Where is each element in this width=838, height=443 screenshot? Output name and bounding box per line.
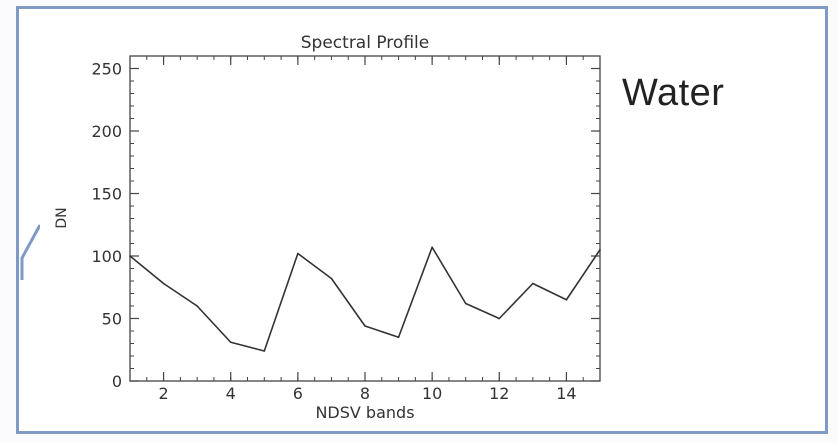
data-point	[162, 282, 165, 285]
x-tick-label: 2	[158, 384, 168, 403]
data-point	[565, 298, 568, 301]
y-tick-label: 0	[112, 372, 122, 391]
y-tick-label: 100	[91, 247, 122, 266]
data-point	[263, 350, 266, 352]
y-tick-label: 250	[91, 60, 122, 79]
data-point	[599, 248, 601, 251]
x-tick-label: 6	[293, 384, 303, 403]
data-point	[364, 325, 366, 327]
data-point	[330, 277, 333, 280]
data-point	[196, 305, 198, 307]
x-axis-label: NDSV bands	[315, 403, 414, 422]
x-tick-label: 8	[360, 384, 370, 403]
data-point	[532, 282, 534, 285]
y-axis-label: DN	[54, 207, 70, 228]
data-point	[464, 302, 467, 305]
data-point	[498, 317, 501, 320]
chart-title: Spectral Profile	[301, 33, 429, 53]
data-point	[129, 255, 131, 257]
y-tick-label: 50	[102, 310, 122, 329]
x-tick-label: 14	[556, 384, 576, 403]
data-point	[297, 252, 299, 255]
series-line	[129, 246, 601, 352]
data-point	[397, 336, 400, 339]
x-tick-label: 4	[226, 384, 236, 403]
water-label: Water	[622, 72, 725, 114]
connector-line	[20, 224, 40, 280]
panel-frame	[16, 6, 828, 434]
y-tick-label: 200	[91, 122, 122, 141]
x-tick-label: 10	[422, 384, 442, 403]
data-point	[229, 341, 232, 344]
data-point	[431, 246, 433, 249]
x-tick-label: 12	[489, 384, 509, 403]
y-tick-label: 150	[91, 185, 122, 204]
plot-area-border	[129, 55, 601, 382]
